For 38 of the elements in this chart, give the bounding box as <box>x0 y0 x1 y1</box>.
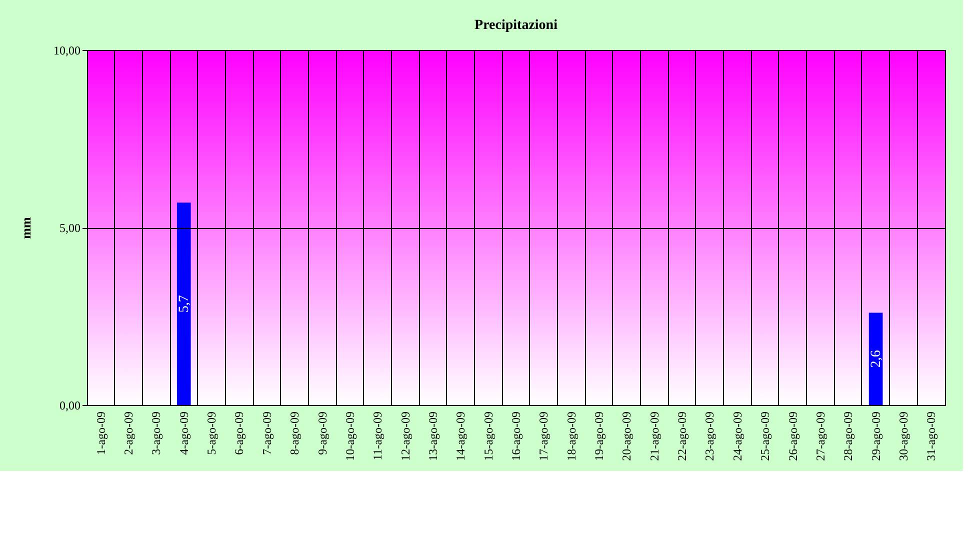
x-tick-label: 15-ago-09 <box>481 412 496 461</box>
x-tick-label: 21-ago-09 <box>647 412 662 461</box>
x-tick-label: 12-ago-09 <box>398 412 412 461</box>
x-tick-label: 5-ago-09 <box>204 412 219 455</box>
x-tick-label: 7-ago-09 <box>260 412 274 455</box>
x-tick-label: 30-ago-09 <box>896 412 910 461</box>
x-tick-label: 2-ago-09 <box>122 412 136 455</box>
x-tick-label: 23-ago-09 <box>702 412 717 461</box>
y-tick-label: 5,00 <box>60 221 80 235</box>
x-tick-label: 10-ago-09 <box>342 412 357 461</box>
x-tick-label: 6-ago-09 <box>232 412 246 455</box>
x-tick-label: 28-ago-09 <box>841 412 856 461</box>
x-tick-label: 18-ago-09 <box>564 412 578 461</box>
data-label: 5,7 <box>176 295 192 313</box>
y-axis-title: mm <box>18 217 34 239</box>
x-tick-label: 3-ago-09 <box>149 412 164 455</box>
x-tick-label: 9-ago-09 <box>315 412 330 455</box>
x-tick-label: 27-ago-09 <box>813 412 828 461</box>
x-tick-label: 14-ago-09 <box>454 412 468 461</box>
x-tick-label: 26-ago-09 <box>786 412 800 461</box>
x-tick-label: 11-ago-09 <box>370 412 385 460</box>
x-tick-label: 29-ago-09 <box>868 412 883 461</box>
x-tick-label: 31-ago-09 <box>924 412 938 461</box>
x-tick-label: 19-ago-09 <box>592 412 606 461</box>
x-tick-label: 25-ago-09 <box>758 412 772 461</box>
x-tick-label: 22-ago-09 <box>675 412 690 461</box>
chart-title: Precipitazioni <box>474 18 558 33</box>
y-tick-label: 10,00 <box>54 44 80 58</box>
x-tick-label: 13-ago-09 <box>426 412 440 461</box>
x-tick-label: 16-ago-09 <box>509 412 523 461</box>
data-label: 2,6 <box>868 350 884 368</box>
x-tick-label: 20-ago-09 <box>620 412 634 461</box>
x-tick-label: 1-ago-09 <box>94 412 108 455</box>
x-tick-label: 8-ago-09 <box>288 412 302 455</box>
x-tick-label: 24-ago-09 <box>730 412 744 461</box>
y-tick-label: 0,00 <box>60 398 80 412</box>
x-tick-label: 4-ago-09 <box>176 412 191 455</box>
x-tick-label: 17-ago-09 <box>536 412 551 461</box>
